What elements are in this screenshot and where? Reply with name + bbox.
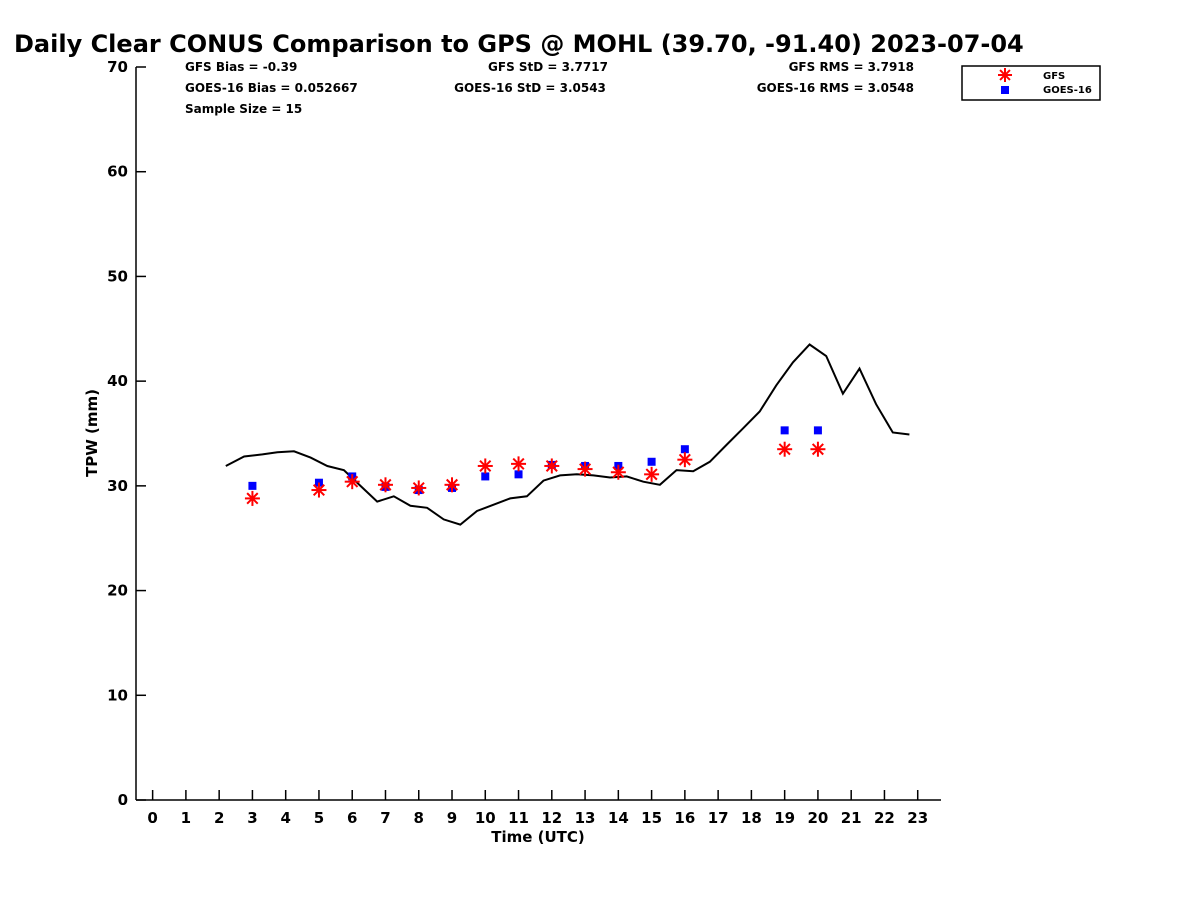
x-tick-label: 11 <box>508 809 529 827</box>
gfs-point <box>677 452 693 468</box>
gfs-point <box>544 458 560 474</box>
goes-16-point <box>514 470 523 479</box>
gfs-point <box>477 458 493 474</box>
gfs-point <box>644 466 660 482</box>
gfs-point <box>577 461 593 477</box>
x-tick-label: 13 <box>575 809 596 827</box>
gfs-series <box>244 441 826 506</box>
x-tick-label: 14 <box>608 809 629 827</box>
x-tick-label: 9 <box>447 809 457 827</box>
x-tick-label: 16 <box>674 809 695 827</box>
gfs-bias-text: GFS Bias = -0.39 <box>185 60 297 74</box>
gfs-point <box>610 464 626 480</box>
x-tick-label: 7 <box>380 809 390 827</box>
gfs-point <box>444 477 460 493</box>
legend-goes-marker <box>1001 86 1009 94</box>
goes-std-text: GOES-16 StD = 3.0543 <box>454 81 606 95</box>
x-axis-label: Time (UTC) <box>491 828 585 846</box>
goes-16-point <box>680 445 689 454</box>
x-tick-label: 2 <box>214 809 224 827</box>
x-tick-label: 20 <box>807 809 828 827</box>
gfs-point <box>344 474 360 490</box>
chart-title: Daily Clear CONUS Comparison to GPS @ MO… <box>14 30 1024 58</box>
gfs-point <box>311 482 327 498</box>
legend: GFS GOES-16 <box>961 65 1101 101</box>
goes-16-point <box>780 426 789 435</box>
gfs-std-text: GFS StD = 3.7717 <box>488 60 608 74</box>
goes-16-point <box>647 457 656 466</box>
y-tick-label: 0 <box>118 791 128 809</box>
goes-16-point <box>481 472 490 481</box>
x-tick-label: 12 <box>541 809 562 827</box>
x-tick-label: 1 <box>181 809 191 827</box>
y-tick-label: 40 <box>107 372 128 390</box>
x-tick-label: 5 <box>314 809 324 827</box>
x-tick-label: 8 <box>414 809 424 827</box>
gfs-point <box>777 441 793 457</box>
y-ticks: 0 10 20 30 40 50 60 70 <box>107 58 146 809</box>
legend-box <box>961 65 1101 101</box>
x-tick-label: 0 <box>147 809 157 827</box>
gps-line <box>225 343 910 526</box>
x-tick-label: 15 <box>641 809 662 827</box>
x-tick-label: 4 <box>280 809 290 827</box>
y-tick-label: 30 <box>107 477 128 495</box>
goes-bias-text: GOES-16 Bias = 0.052667 <box>185 81 358 95</box>
legend-gfs-label: GFS <box>1043 71 1065 82</box>
gfs-point <box>411 480 427 496</box>
legend-gfs-marker <box>998 68 1012 82</box>
axes <box>135 67 941 801</box>
goes-rms-text: GOES-16 RMS = 3.0548 <box>757 81 914 95</box>
x-tick-label: 22 <box>874 809 895 827</box>
y-tick-label: 10 <box>107 686 128 704</box>
y-tick-label: 50 <box>107 267 128 285</box>
gfs-point <box>810 441 826 457</box>
goes-16-point <box>248 481 257 490</box>
gfs-point <box>377 477 393 493</box>
gfs-point <box>244 490 260 506</box>
legend-gfs-asterisk <box>998 68 1012 82</box>
x-tick-label: 17 <box>708 809 729 827</box>
x-ticks: 0 1 2 3 4 5 6 7 8 9 10 11 12 13 14 15 16 17 18 19 20 21 22 23 <box>147 790 928 827</box>
y-axis-label: TPW (mm) <box>83 389 101 477</box>
gfs-rms-text: GFS RMS = 3.7918 <box>789 60 914 74</box>
x-tick-label: 3 <box>247 809 257 827</box>
x-tick-label: 6 <box>347 809 357 827</box>
x-tick-label: 10 <box>475 809 496 827</box>
y-tick-label: 20 <box>107 582 128 600</box>
goes-16-point <box>813 426 822 435</box>
legend-goes-label: GOES-16 <box>1043 85 1092 96</box>
x-tick-label: 23 <box>907 809 928 827</box>
gfs-point <box>511 456 527 472</box>
x-tick-label: 21 <box>841 809 862 827</box>
x-tick-label: 18 <box>741 809 762 827</box>
gps-series <box>225 343 910 526</box>
y-tick-label: 60 <box>107 163 128 181</box>
x-tick-label: 19 <box>774 809 795 827</box>
sample-size-text: Sample Size = 15 <box>185 102 302 116</box>
y-tick-label: 70 <box>107 58 128 76</box>
